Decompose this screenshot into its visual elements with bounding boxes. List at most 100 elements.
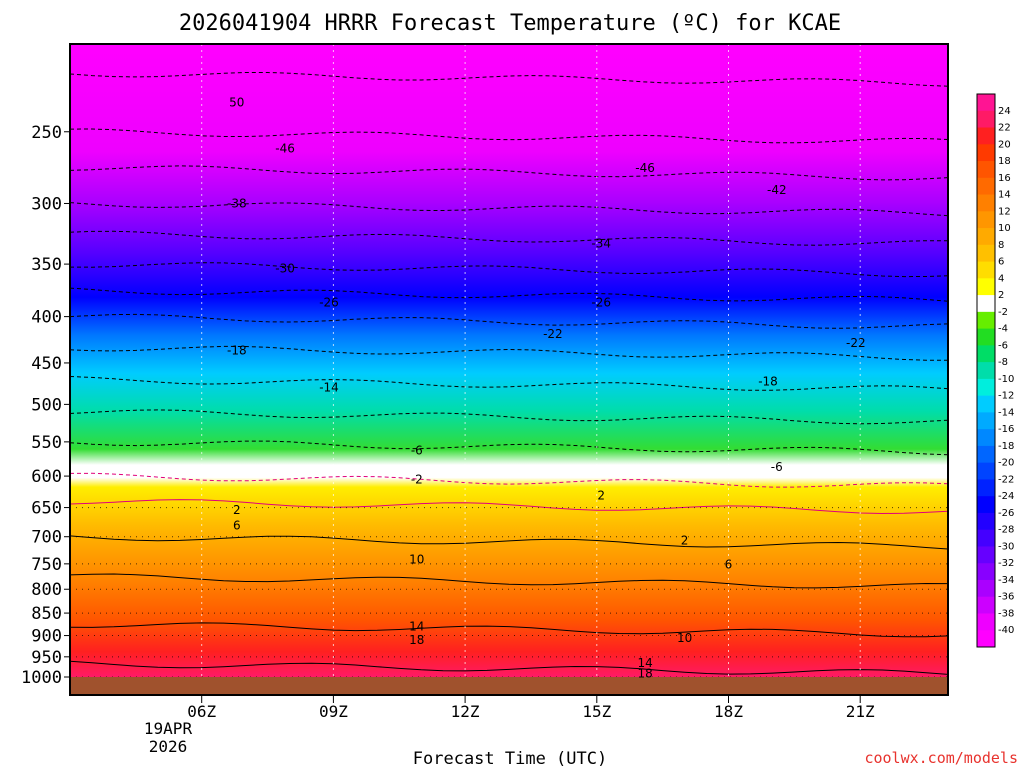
x-tick-label: 15Z xyxy=(582,702,611,721)
x-axis-label: Forecast Time (UTC) xyxy=(413,749,607,768)
contour-label: -46 xyxy=(635,161,655,175)
contour-label: -6 xyxy=(411,443,423,457)
colorbar-swatch xyxy=(977,228,995,246)
colorbar-label: 22 xyxy=(998,123,1011,134)
colorbar-swatch xyxy=(977,630,995,648)
y-tick-label: 600 xyxy=(31,467,62,487)
colorbar-label: 8 xyxy=(998,240,1004,251)
colorbar-swatch xyxy=(977,563,995,581)
contour-label: 2 xyxy=(597,488,605,502)
colorbar-label: 18 xyxy=(998,156,1011,167)
colorbar-label: -40 xyxy=(998,625,1014,636)
ground-surface xyxy=(70,677,948,695)
temperature-field xyxy=(70,44,948,677)
contour-label: 18 xyxy=(409,633,424,647)
y-axis: 250 300 350 400 450 500 550 600 650 700 750 800 850 9… xyxy=(21,123,70,688)
contour-label: 10 xyxy=(409,553,424,567)
contour-label: 14 xyxy=(409,620,424,634)
colorbar-label: 12 xyxy=(998,206,1011,217)
contour-label: -18 xyxy=(227,344,247,358)
colorbar-swatch xyxy=(977,144,995,162)
colorbar-label: -10 xyxy=(998,374,1014,385)
x-tick-label: 12Z xyxy=(451,702,480,721)
contour-label: 2 xyxy=(681,534,689,548)
colorbar-swatch xyxy=(977,378,995,397)
y-tick-label: 300 xyxy=(31,194,62,214)
colorbar-legend: 24 22 20 18 16 14 12 10 8 6 4 2 -2 -4 -6 -8 -10 -12 -14 -16… xyxy=(976,93,1014,648)
y-tick-label: 400 xyxy=(31,308,62,328)
contour-label: -22 xyxy=(543,327,563,341)
colorbar-label: -8 xyxy=(998,357,1008,368)
colorbar-label: -16 xyxy=(998,424,1014,435)
isotherm-line xyxy=(69,499,949,515)
contour-label: -34 xyxy=(591,236,611,250)
isotherm-contours xyxy=(69,72,949,675)
colorbar-label: -24 xyxy=(998,491,1014,502)
colorbar-label: 14 xyxy=(998,190,1011,201)
contour-label: 50 xyxy=(229,95,244,109)
colorbar-swatch xyxy=(977,345,995,363)
contour-labels: 50-46-46-42-38-34-30-26 -26-22-22-18-18-1… xyxy=(227,95,866,680)
colorbar-swatch xyxy=(977,529,995,547)
colorbar-swatch xyxy=(977,429,995,447)
colorbar-swatch xyxy=(977,445,995,464)
contour-label: -26 xyxy=(319,296,339,310)
y-tick-label: 700 xyxy=(31,528,62,548)
colorbar-swatch xyxy=(977,579,995,598)
isotherm-line xyxy=(69,622,949,638)
contour-label: 6 xyxy=(233,518,241,532)
y-tick-label: 550 xyxy=(31,433,62,453)
y-tick-label: 1000 xyxy=(21,668,62,688)
contour-label: -14 xyxy=(319,381,339,395)
colorbar-label: 16 xyxy=(998,173,1011,184)
credit-link[interactable]: coolwx.com/models xyxy=(864,749,1018,767)
x-tick-label: 06Z xyxy=(187,702,216,721)
colorbar-swatch xyxy=(977,127,995,145)
colorbar-swatch xyxy=(977,613,995,631)
colorbar-swatch xyxy=(977,596,995,614)
colorbar-label: 4 xyxy=(998,273,1004,284)
colorbar-swatch xyxy=(977,395,995,413)
colorbar-label: -20 xyxy=(998,458,1014,469)
contour-label: 10 xyxy=(677,631,692,645)
colorbar-swatch xyxy=(977,110,995,129)
colorbar-swatch xyxy=(977,278,995,296)
colorbar-swatch xyxy=(977,546,995,564)
y-tick-label: 900 xyxy=(31,627,62,647)
colorbar-label: -30 xyxy=(998,541,1014,552)
contour-label: -38 xyxy=(227,196,247,210)
colorbar-swatch xyxy=(977,479,995,497)
contour-label: -42 xyxy=(767,183,787,197)
colorbar-swatch xyxy=(977,244,995,263)
y-tick-label: 650 xyxy=(31,499,62,519)
colorbar-label: -4 xyxy=(998,324,1008,335)
y-tick-label: 950 xyxy=(31,648,62,668)
colorbar-label: -36 xyxy=(998,592,1014,603)
colorbar-label: -28 xyxy=(998,525,1014,536)
colorbar-label: -12 xyxy=(998,391,1014,402)
x-tick-label: 18Z xyxy=(714,702,743,721)
y-tick-label: 500 xyxy=(31,395,62,415)
x-axis: 19APR 2026 06Z 09Z 12Z 15Z 18Z 21Z xyxy=(144,695,875,756)
contour-label: -22 xyxy=(846,336,866,350)
colorbar-label: -18 xyxy=(998,441,1014,452)
y-tick-label: 800 xyxy=(31,580,62,600)
y-tick-label: 850 xyxy=(31,604,62,624)
colorbar-swatch xyxy=(977,194,995,212)
colorbar-label: -38 xyxy=(998,608,1014,619)
colorbar-label: 6 xyxy=(998,257,1004,268)
y-tick-label: 350 xyxy=(31,255,62,275)
x-date-label-month: 19APR xyxy=(144,719,193,738)
colorbar-label: -32 xyxy=(998,558,1014,569)
chart-title: 2026041904 HRRR Forecast Temperature (ºC… xyxy=(179,11,841,36)
colorbar-swatch xyxy=(977,496,995,514)
colorbar-label: -26 xyxy=(998,508,1014,519)
y-tick-label: 750 xyxy=(31,555,62,575)
x-tick-label: 09Z xyxy=(319,702,348,721)
x-tick-label: 21Z xyxy=(846,702,875,721)
colorbar-swatch xyxy=(977,462,995,480)
contour-label: -18 xyxy=(758,375,778,389)
y-tick-label: 250 xyxy=(31,123,62,143)
colorbar-label: 20 xyxy=(998,139,1011,150)
colorbar-swatch xyxy=(977,161,995,179)
